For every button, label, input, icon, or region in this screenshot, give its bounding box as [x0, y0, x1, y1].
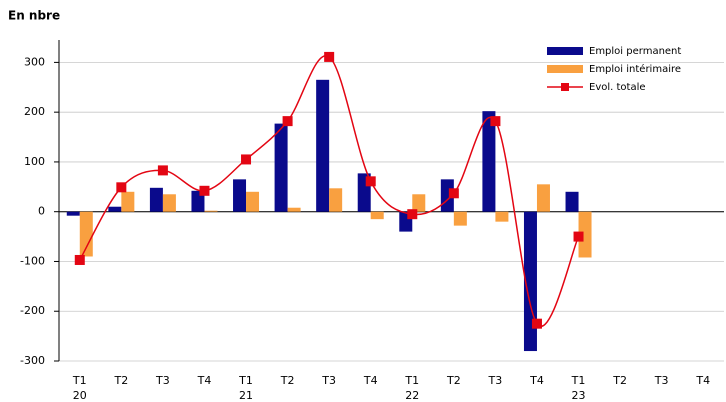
x-tick-label: T1 [404, 374, 419, 387]
bar [536, 184, 550, 212]
legend-label: Evol. totale [589, 82, 646, 93]
y-tick-label: -300 [20, 354, 45, 367]
bar [495, 211, 509, 222]
x-tick-label: T3 [155, 374, 170, 387]
bar [233, 179, 247, 212]
marker [448, 188, 459, 199]
marker [324, 51, 335, 62]
x-tick-label: T4 [363, 374, 378, 387]
bar [329, 188, 343, 212]
x-tick-label: T3 [321, 374, 336, 387]
x-tick-label-year: 22 [405, 389, 419, 402]
y-tick-label: 100 [24, 155, 45, 168]
x-tick-label: T2 [280, 374, 295, 387]
bar [121, 191, 135, 212]
marker [407, 209, 418, 220]
bar [162, 194, 176, 212]
bar [565, 191, 579, 212]
bar [453, 211, 467, 226]
bar [412, 194, 426, 212]
bar [66, 211, 80, 216]
x-tick-label: T3 [488, 374, 503, 387]
y-tick-label: 300 [24, 55, 45, 68]
marker [282, 116, 293, 127]
y-tick-label: -200 [20, 304, 45, 317]
marker [199, 185, 210, 196]
bar [79, 211, 93, 257]
x-tick-label: T2 [113, 374, 128, 387]
legend-label: Emploi intérimaire [589, 63, 681, 75]
legend-swatch [547, 47, 583, 55]
marker [74, 254, 85, 265]
bar [149, 187, 163, 212]
bar [316, 79, 330, 212]
x-tick-label: T2 [612, 374, 627, 387]
x-tick-label: T3 [654, 374, 669, 387]
y-tick-label: 0 [38, 205, 45, 218]
marker [157, 165, 168, 176]
marker [241, 154, 252, 165]
x-tick-label: T4 [529, 374, 544, 387]
marker [531, 318, 542, 329]
bar [274, 123, 288, 212]
bar [204, 210, 218, 212]
x-tick-label: T4 [197, 374, 212, 387]
legend-swatch [547, 65, 583, 73]
marker [116, 182, 127, 193]
bar [578, 211, 592, 258]
bar [370, 211, 384, 220]
x-tick-label: T1 [571, 374, 586, 387]
legend-label: Emploi permanent [589, 46, 681, 57]
y-tick-label: -100 [20, 254, 45, 267]
bar [246, 191, 260, 212]
bar [191, 190, 205, 212]
marker [490, 116, 501, 127]
x-tick-label: T2 [446, 374, 461, 387]
x-tick-label: T1 [238, 374, 253, 387]
marker [365, 176, 376, 187]
bar [287, 207, 301, 212]
legend-swatch [561, 83, 569, 91]
chart-title: En nbre [8, 9, 60, 23]
bar [108, 206, 122, 212]
bar [482, 111, 496, 212]
x-tick-label-year: 21 [239, 389, 253, 402]
x-tick-label: T1 [72, 374, 87, 387]
marker [573, 231, 584, 242]
x-tick-label-year: 23 [572, 389, 586, 402]
y-tick-label: 200 [24, 105, 45, 118]
x-tick-label-year: 20 [73, 389, 87, 402]
x-tick-label: T4 [695, 374, 710, 387]
